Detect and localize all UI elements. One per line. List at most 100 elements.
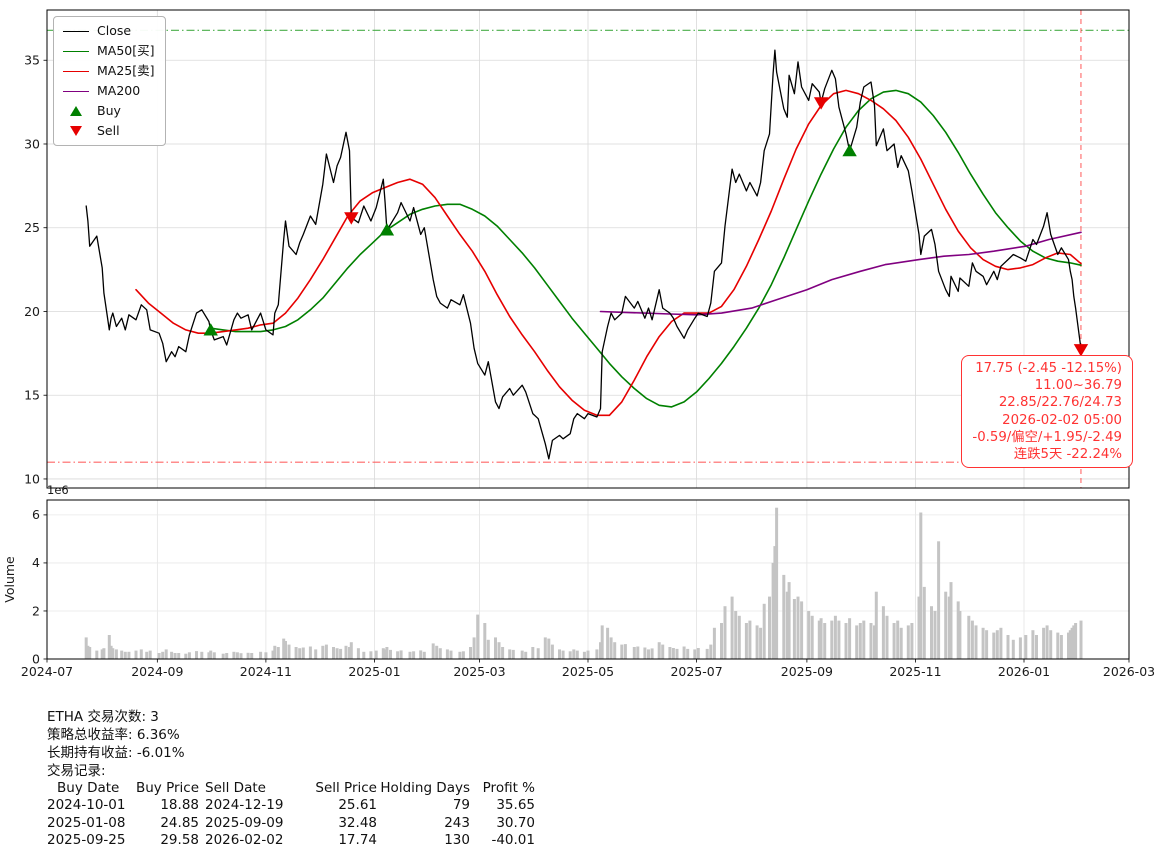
legend-item: MA200 (63, 84, 155, 98)
volume-bar (449, 650, 453, 659)
volume-bar (399, 650, 403, 659)
annotation-line: 22.85/22.76/24.73 (998, 395, 1122, 411)
volume-bar (173, 653, 177, 659)
x-tick-label: 2025-01 (348, 664, 400, 679)
volume-bar (273, 645, 277, 659)
trades-cell: 2025-09-09 (205, 814, 284, 831)
volume-bar (547, 638, 551, 659)
volume-bar (284, 641, 287, 659)
trades-table: Buy Date Buy Price Sell Date Sell Price Hold… (47, 780, 535, 849)
volume-bar (1049, 630, 1053, 659)
volume-bar (967, 615, 971, 659)
volume-bar (550, 644, 554, 659)
volume-bar (107, 635, 111, 659)
volume-bar (970, 620, 974, 659)
volume-bar (1074, 623, 1078, 659)
ma25-line (135, 89, 1082, 417)
trades-cell: 79 (452, 797, 470, 814)
volume-bar (520, 650, 524, 659)
volume-bar (431, 643, 435, 659)
volume-bar (650, 648, 654, 659)
volume-bar (381, 648, 385, 659)
volume-bar (497, 642, 501, 659)
volume-bar (600, 625, 604, 659)
volume-bar (568, 651, 572, 659)
volume-bar (187, 652, 191, 659)
volume-bar (1024, 635, 1028, 659)
volume-bar (775, 507, 779, 659)
volume-bar (734, 611, 738, 659)
volume-bar (321, 645, 325, 659)
volume-bar (339, 648, 343, 659)
volume-bar (1056, 632, 1060, 659)
trades-header-cell: Holding Days (380, 780, 470, 796)
trades-cell: 130 (444, 831, 470, 848)
volume-bar (844, 623, 848, 659)
volume-y-tick-label: 2 (32, 603, 40, 618)
legend-item: Close (63, 24, 155, 38)
volume-bar (461, 651, 465, 659)
ma50-line (209, 89, 1082, 408)
legend-line-swatch (63, 30, 89, 32)
volume-bar (127, 651, 131, 659)
volume-bar (823, 623, 827, 659)
volume-bar (862, 620, 866, 659)
annotation-box: 17.75 (-2.45 -12.15%) 11.00~36.79 22.85/22… (961, 355, 1133, 469)
volume-bar (200, 651, 204, 659)
volume-bar (271, 650, 275, 659)
volume-bar (209, 650, 213, 659)
annotation-line: 17.75 (-2.45 -12.15%) (975, 361, 1122, 376)
volume-bar (671, 648, 675, 659)
volume-bar (1011, 639, 1015, 659)
volume-bar (896, 620, 900, 659)
volume-bar (657, 642, 661, 659)
close-line (85, 49, 1082, 460)
volume-bar (164, 649, 168, 659)
volume-bar (232, 651, 236, 659)
volume-bar (709, 644, 713, 659)
volume-bar (531, 647, 535, 659)
volume-bar (675, 648, 679, 659)
strategy-return-line: 策略总收益率: 6.36% (47, 727, 180, 743)
volume-bar (595, 649, 599, 659)
volume-bar (837, 620, 841, 659)
buy-marker (842, 143, 857, 157)
legend-item: Buy (63, 104, 155, 118)
hold-return-line: 长期持有收益: -6.01% (47, 745, 185, 761)
volume-bar (385, 647, 389, 659)
volume-bar (1067, 632, 1070, 659)
volume-bar (195, 651, 198, 659)
trades-cell: -40.01 (491, 831, 535, 848)
volume-bar (246, 652, 250, 659)
x-tick-label: 2024-09 (131, 664, 183, 679)
volume-bar (693, 649, 697, 659)
volume-bar (259, 651, 263, 659)
volume-bar (917, 596, 921, 659)
volume-bar (762, 603, 766, 659)
volume-bar (483, 623, 487, 659)
volume-bar (771, 562, 775, 659)
volume-bar (396, 651, 400, 659)
trades-header-cell: Profit % (482, 780, 535, 796)
volume-bar (561, 650, 565, 659)
x-tick-label: 2025-03 (453, 664, 505, 679)
volume-bar (344, 645, 348, 659)
trades-cell: 29.58 (160, 831, 199, 848)
trades-header-cell: Buy Date (57, 780, 120, 796)
volume-bar (86, 645, 90, 659)
legend-line-swatch (63, 50, 89, 52)
volume-bar (586, 650, 590, 659)
trades-cell: 17.74 (338, 831, 377, 848)
volume-y-tick-label: 6 (32, 507, 40, 522)
volume-bar (1059, 635, 1063, 659)
volume-bar (800, 601, 804, 659)
volume-bar (623, 644, 627, 659)
legend-label: MA25[卖] (97, 63, 155, 78)
volume-bar (1045, 625, 1049, 659)
volume-bar (937, 541, 941, 659)
volume-bar (524, 651, 528, 659)
volume-bar (712, 627, 716, 659)
volume-bar (572, 649, 576, 659)
volume-bar (408, 651, 412, 659)
volume-bar (225, 653, 229, 659)
